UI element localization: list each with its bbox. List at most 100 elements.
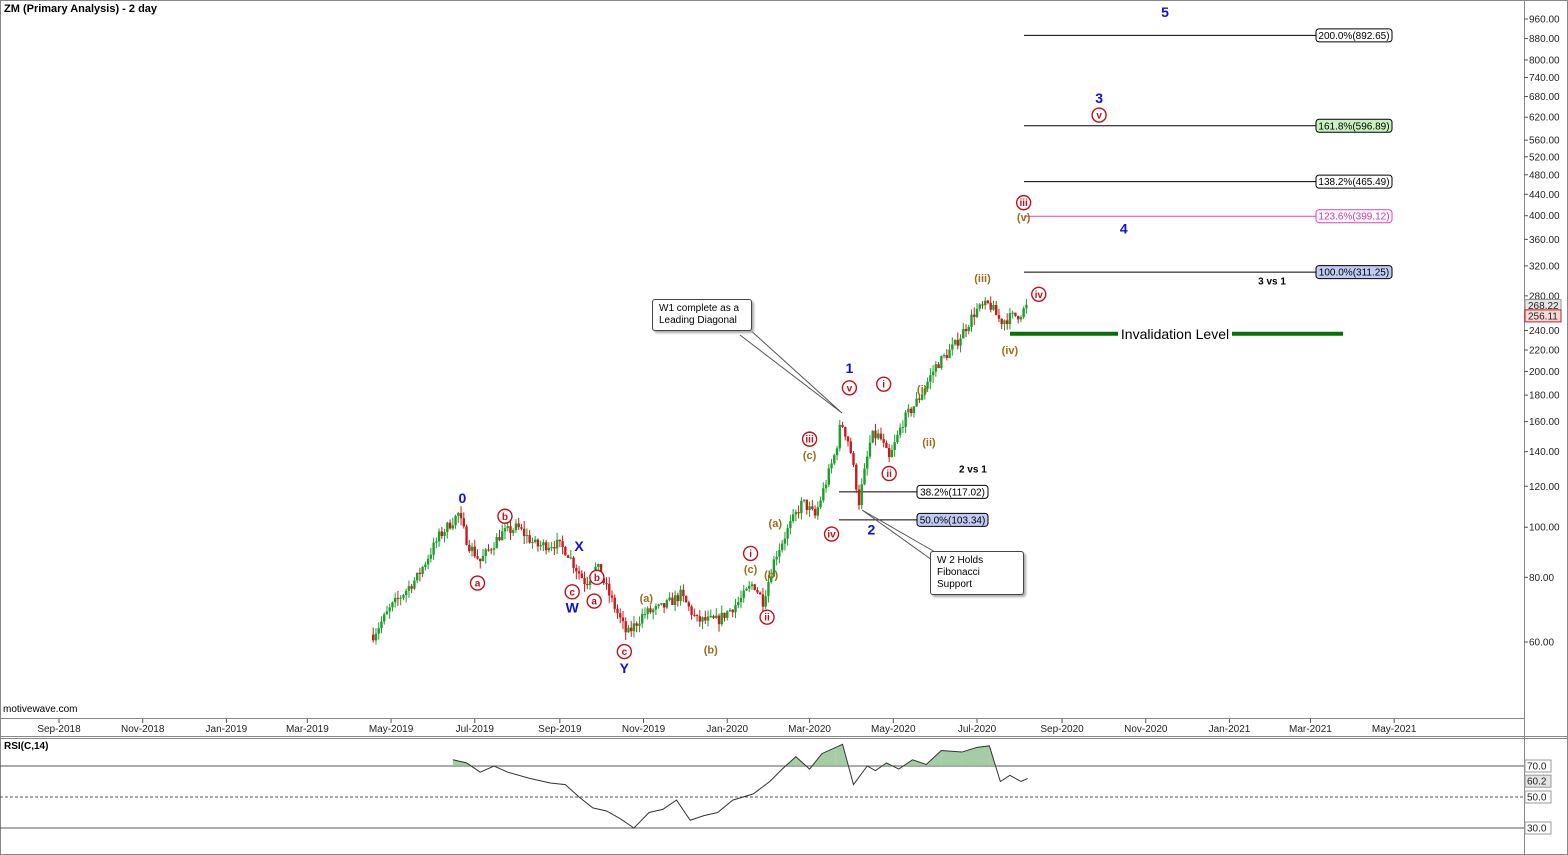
wave-label: 1 [845,360,853,376]
candle-body [542,542,545,546]
candle-body [1019,317,1023,320]
x-tick-label: Mar-2021 [1289,724,1332,735]
candle-body [926,381,929,389]
wave-label-circle [564,584,580,600]
candle-body [748,585,751,589]
wave-label-circle [469,575,486,591]
candle-body [437,531,441,542]
x-tick-label: Jul-2019 [456,724,495,735]
invalidation-layer: Invalidation Level [1010,326,1343,342]
candle-body [580,573,584,578]
wave-label: c [622,647,628,658]
wave-label-circle [759,609,775,625]
candle-body [588,581,592,585]
wave-label: iii [1019,198,1028,209]
candle-body [920,394,924,400]
candle-body [643,614,647,616]
candle-body [986,300,990,303]
candle-body [945,355,949,359]
candle-body [404,590,408,596]
candle-body [931,371,935,376]
candle-body [690,606,693,615]
y-tick-label: 80.00 [1529,573,1554,584]
candle-body [780,543,784,551]
chart-title: ZM (Primary Analysis) - 2 day [4,3,158,15]
candle-body [619,613,622,618]
candle-body [992,305,995,310]
x-tick-label: Sep-2020 [1040,724,1084,735]
rsi-level-label: 70.0 [1527,762,1547,773]
candle-body [973,314,976,317]
wave-label: X [574,538,584,554]
candle-body [555,539,559,549]
candle-body [372,634,375,641]
x-tick-label: Nov-2018 [121,724,165,735]
rsi-current-label: 60.2 [1527,777,1547,788]
candle-body [753,584,756,590]
candle-body [805,499,809,511]
price-axis: 960.00 880.00 800.00 740.00 680.00 620.00 560.… [1524,15,1562,649]
candle-body [907,408,910,413]
candle-body [890,450,894,458]
candle-body [1011,312,1014,314]
watermark: motivewave.com [3,704,78,715]
fib-target-box [1315,265,1393,280]
y-tick-label: 680.00 [1529,92,1560,103]
candle-body [827,468,831,485]
wave-label: a [475,579,481,590]
wave-label: ii [886,469,892,480]
candle-body [846,436,850,442]
candle-body [410,586,413,589]
price-label: 256.11 [1528,311,1558,322]
candle-body [550,547,553,549]
y-tick-label: 240.00 [1529,326,1560,337]
wave-label: (c) [744,564,758,576]
candle-body [415,572,419,581]
fib-retrace-box [916,512,989,527]
wave-label: iv [1035,290,1044,301]
rsi-panel: 70.0 50.0 30.0 60.2 [0,743,1552,835]
candle-body [608,583,611,596]
candle-body [665,600,669,608]
candle-body [418,572,422,574]
x-tick-label: Nov-2020 [1124,724,1168,735]
fib-target-label: 123.6%(399.12) [1318,212,1389,223]
candle-body [671,597,674,605]
y-tick-label: 320.00 [1529,261,1560,272]
candle-body [501,531,504,541]
candle-body [1022,308,1025,318]
callout-w2: W 2 Holds Fibonacci Support [930,551,1024,595]
x-tick-label: May-2020 [871,724,916,735]
rsi-line [452,743,1028,829]
y-tick-label: 280.00 [1529,291,1560,302]
candle-body [583,577,586,585]
candle-body [918,398,921,400]
candle-body [465,526,468,545]
candle-body [984,300,987,306]
candle-body [495,537,498,549]
wave-label: Y [620,660,630,676]
candle-body [564,546,567,556]
candle-body [737,602,740,606]
candle-body [468,544,471,552]
x-tick-label: Jan-2021 [1209,724,1251,735]
wave-label-circle [497,508,513,524]
wave-label-circle [1031,286,1047,302]
candle-body [893,442,896,451]
candle-body [885,442,888,449]
fib-lines-layer: 200.0%(892.65) 161.8%(596.89) 138.2%(465.4… [839,28,1393,527]
wave-label-circle [801,431,818,447]
candle-body [769,576,773,583]
candle-body [649,608,652,613]
candle-body [704,617,707,621]
candle-body [750,584,754,586]
wave-label-circle [875,376,892,392]
candle-body [446,522,449,532]
candle-body [701,617,704,622]
candle-body [706,616,710,621]
candle-body [374,633,378,641]
candle-body [676,595,680,602]
rsi-overbought-fill [835,744,843,766]
wave-label: (a) [640,593,654,605]
wave-label: c [569,587,575,598]
